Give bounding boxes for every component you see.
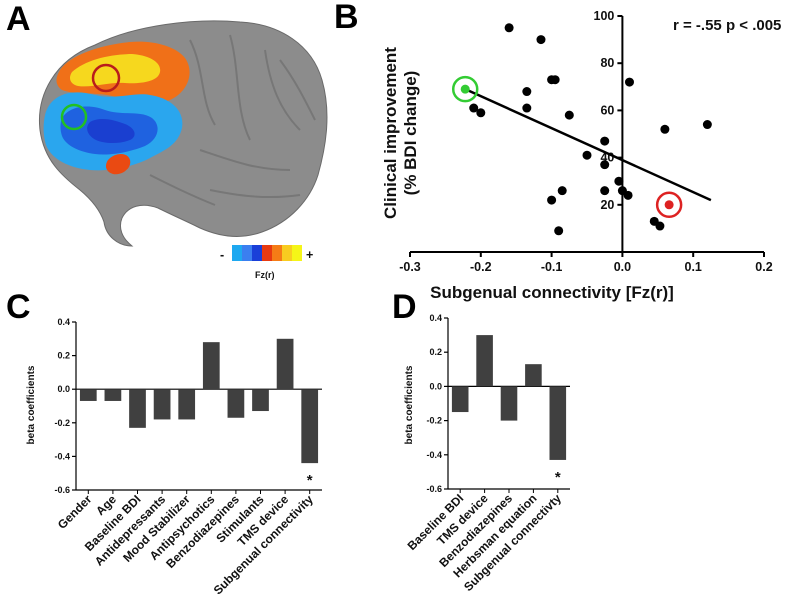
colorbar-swatch [272,245,282,261]
scatter-point [660,125,669,134]
bar-c-bar [154,389,171,419]
colorbar-swatch [252,245,262,261]
scatter-ytick-label: 20 [600,198,614,212]
colorbar-plus-label: + [306,248,313,262]
bar-c-bar [129,389,146,428]
panel-letter-b: B [334,0,359,36]
bar-d-significance-marker: * [555,469,561,486]
bar-c-bar [252,389,269,411]
bar-d-bar [550,386,567,460]
brain-figure [39,21,327,246]
bar-c-bar [301,389,318,463]
colorbar-swatch [262,245,272,261]
scatter-xtick-label: 0.2 [755,260,772,274]
bar-c-ytick-label: 0.0 [57,384,70,394]
colorbar-label: Fz(r) [255,270,275,280]
scatter-point [614,177,623,186]
bar-d-ytick-label: -0.2 [426,416,442,426]
colorbar-swatch [292,245,302,261]
scatter-ylabel-line2: (% BDI change) [401,71,420,196]
scatter-xtick-label: 0.1 [685,260,702,274]
panel-letter-d: D [392,288,417,326]
scatter-xlabel: Subgenual connectivity [Fz(r)] [430,283,674,302]
scatter-point [600,186,609,195]
bar-d-bar [501,386,518,420]
scatter-ytick-label: 60 [600,103,614,117]
scatter-point [565,111,574,120]
scatter-point [624,191,633,200]
bar-d-ytick-label: 0.2 [429,347,442,357]
bar-c-ylabel: beta coefficients [26,365,37,444]
bar-d-ytick-label: 0.0 [429,381,442,391]
scatter-xtick-label: -0.2 [470,260,492,274]
panel-letter-c: C [6,288,31,326]
bar-chart-c: beta coefficients 0.4 0.2 0.0 -0.2 -0.4 -0.6G… [26,317,322,597]
bar-c-ytick-label: -0.2 [54,418,70,428]
scatter-point [703,120,712,129]
scatter-point [522,104,531,113]
scatter-point [476,108,485,117]
bar-c-ytick-label: 0.2 [57,351,70,361]
bar-c-bar [277,339,294,389]
bar-c-bar [203,342,220,389]
scatter-annotation: r = -.55 p < .005 [673,17,781,34]
scatter-point [625,78,634,87]
bar-c-significance-marker: * [307,472,313,489]
colorbar-swatch [282,245,292,261]
scatter-point [554,226,563,235]
colorbar-swatch [232,245,242,261]
scatter-point [583,151,592,160]
bar-d-bar [452,386,469,412]
scatter-point [558,186,567,195]
bar-d-bar [476,335,493,386]
scatter-point [551,75,560,84]
colorbar-swatches [232,245,302,261]
bar-c-ytick-label: 0.4 [57,317,70,327]
bar-c-bar [178,389,195,419]
colorbar-minus-label: - [220,248,224,262]
scatter-ylabel-line1: Clinical improvement [381,47,400,219]
scatter-point [600,160,609,169]
bar-d-ylabel: beta coefficients [404,365,415,444]
scatter-point-green [461,85,470,94]
figure-canvas: A B C D - + Fz(r) [0,0,800,612]
scatter-point [522,87,531,96]
bar-d-ytick-label: -0.6 [426,484,442,494]
bar-c-bar [228,389,245,418]
scatter-point [655,222,664,231]
scatter-ytick-label: 80 [600,56,614,70]
scatter-point [505,23,514,32]
panel-letter-a: A [6,0,31,38]
bar-c-category-label: Gender [55,492,95,532]
colorbar: - + Fz(r) [220,245,313,280]
bar-c-bar [105,389,122,401]
scatter-fit-line [465,89,711,200]
scatter-point-red [665,200,674,209]
scatter-xtick-label: 0.0 [614,260,631,274]
scatter-point [600,137,609,146]
bar-d-bar [525,364,542,386]
scatter-plot: Clinical improvement (% BDI change) Subg… [381,9,781,302]
scatter-ytick-label: 100 [594,9,615,23]
scatter-xtick-label: -0.3 [399,260,421,274]
scatter-point [536,35,545,44]
bar-d-ytick-label: 0.4 [429,313,442,323]
colorbar-swatch [242,245,252,261]
scatter-point [547,196,556,205]
bar-chart-d: beta coefficients 0.40.20.0-0.2-0.4-0.6B… [404,313,570,594]
bar-c-ytick-label: -0.4 [54,451,70,461]
bar-c-ytick-label: -0.6 [54,485,70,495]
scatter-xtick-label: -0.1 [541,260,563,274]
bar-d-ytick-label: -0.4 [426,450,442,460]
bar-c-bar [80,389,97,401]
